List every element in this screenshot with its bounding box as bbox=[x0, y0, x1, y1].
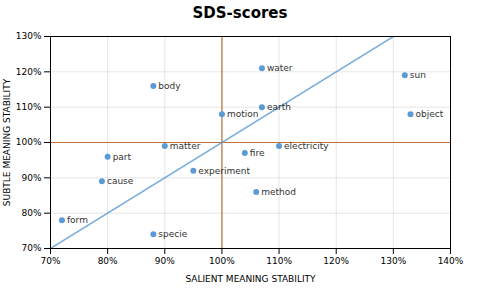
svg-text:motion: motion bbox=[227, 109, 259, 119]
svg-text:part: part bbox=[113, 152, 132, 162]
svg-text:sun: sun bbox=[410, 70, 426, 80]
svg-text:100%: 100% bbox=[209, 256, 235, 266]
svg-text:SUBTLE MEANING STABILITY: SUBTLE MEANING STABILITY bbox=[2, 78, 12, 206]
svg-text:110%: 110% bbox=[16, 102, 42, 112]
svg-text:110%: 110% bbox=[266, 256, 292, 266]
svg-text:90%: 90% bbox=[21, 173, 41, 183]
svg-text:earth: earth bbox=[267, 102, 291, 112]
svg-text:100%: 100% bbox=[16, 137, 42, 147]
svg-text:140%: 140% bbox=[438, 256, 464, 266]
svg-text:water: water bbox=[267, 63, 293, 73]
svg-text:electricity: electricity bbox=[284, 141, 329, 151]
svg-text:70%: 70% bbox=[21, 243, 41, 253]
svg-text:90%: 90% bbox=[155, 256, 175, 266]
svg-text:method: method bbox=[261, 187, 296, 197]
svg-text:70%: 70% bbox=[40, 256, 60, 266]
svg-text:130%: 130% bbox=[380, 256, 406, 266]
svg-text:experiment: experiment bbox=[198, 166, 250, 176]
svg-text:form: form bbox=[67, 215, 88, 225]
svg-text:fire: fire bbox=[250, 148, 265, 158]
svg-text:80%: 80% bbox=[21, 208, 41, 218]
svg-text:matter: matter bbox=[170, 141, 201, 151]
svg-text:object: object bbox=[416, 109, 444, 119]
html-text:SDS-scores: SDS-scores bbox=[192, 4, 288, 22]
svg-text:120%: 120% bbox=[16, 67, 42, 77]
svg-text:130%: 130% bbox=[16, 31, 42, 41]
svg-text:body: body bbox=[158, 81, 181, 91]
svg-text:80%: 80% bbox=[98, 256, 118, 266]
svg-text:cause: cause bbox=[107, 176, 134, 186]
svg-text:SALIENT MEANING STABILITY: SALIENT MEANING STABILITY bbox=[185, 274, 316, 284]
svg-text:specie: specie bbox=[158, 229, 187, 239]
svg-text:120%: 120% bbox=[323, 256, 349, 266]
